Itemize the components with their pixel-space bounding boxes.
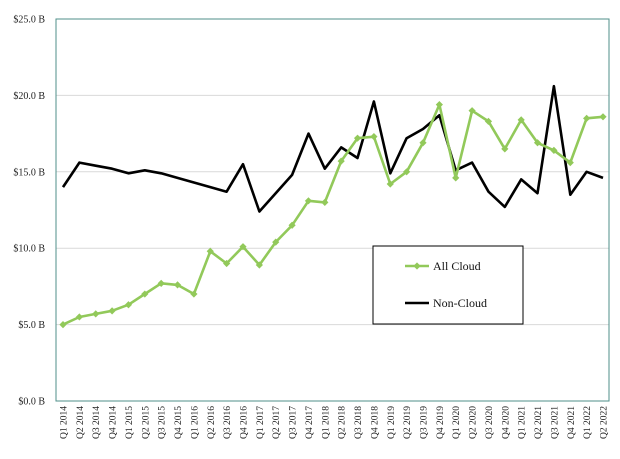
x-tick-label: Q3 2018: [354, 406, 364, 439]
x-tick-label: Q4 2014: [109, 406, 119, 439]
data-point: [566, 159, 574, 167]
x-tick-label: Q4 2016: [240, 406, 250, 439]
data-point: [239, 243, 247, 251]
data-point: [353, 134, 362, 142]
x-tick-label: Q1 2016: [190, 406, 200, 439]
x-tick-label: Q3 2015: [158, 406, 168, 439]
x-tick-label: Q2 2015: [141, 406, 151, 439]
x-tick-label: Q2 2021: [534, 406, 544, 439]
x-tick-label: Q3 2019: [420, 406, 430, 439]
x-tick-label: Q2 2016: [207, 406, 217, 439]
x-tick-label: Q4 2017: [305, 406, 315, 439]
plot-area: [55, 18, 610, 402]
x-tick-label: Q4 2015: [174, 406, 184, 439]
data-point: [108, 307, 116, 315]
data-point: [599, 113, 607, 121]
series-non-cloud: [61, 84, 604, 213]
legend: All Cloud Non-Cloud: [372, 245, 524, 325]
legend-label: All Cloud: [433, 259, 481, 273]
data-point: [304, 197, 313, 205]
data-point: [75, 313, 83, 321]
x-tick-label: Q1 2017: [256, 406, 266, 439]
legend-label: Non-Cloud: [433, 296, 487, 310]
x-tick-label: Q2 2020: [469, 406, 479, 439]
x-tick-label: Q2 2022: [600, 406, 610, 439]
data-point: [370, 133, 378, 141]
data-point: [550, 146, 558, 155]
y-tick-label: $0.0 B: [18, 397, 45, 408]
x-tick-label: Q4 2020: [501, 406, 511, 439]
data-point: [321, 198, 329, 206]
y-axis-ticks: $0.0 B $5.0 B $10.0 B $15.0 B $20.0 B $25.0 B: [13, 15, 45, 408]
x-tick-label: Q2 2018: [338, 406, 348, 439]
data-point: [583, 114, 591, 122]
data-point: [386, 180, 394, 188]
x-tick-label: Q4 2018: [370, 406, 380, 439]
y-tick-label: $20.0 B: [13, 91, 45, 102]
x-tick-label: Q3 2021: [550, 406, 560, 439]
data-point: [452, 174, 460, 182]
series-line: [61, 84, 604, 213]
data-point: [206, 247, 214, 255]
data-point: [484, 117, 493, 125]
legend-item: All Cloud: [405, 259, 481, 273]
x-tick-label: Q4 2021: [567, 406, 577, 439]
x-tick-label: Q1 2015: [125, 406, 135, 439]
x-tick-label: Q2 2014: [76, 406, 86, 439]
data-point: [419, 139, 427, 147]
x-tick-label: Q3 2017: [289, 406, 299, 439]
y-tick-label: $15.0 B: [13, 167, 45, 178]
data-point: [92, 310, 100, 318]
data-point: [124, 301, 133, 309]
data-point: [141, 290, 149, 298]
data-point: [272, 238, 280, 246]
x-tick-label: Q3 2020: [485, 406, 495, 439]
x-tick-label: Q4 2019: [436, 406, 446, 439]
data-point: [288, 221, 296, 229]
x-tick-label: Q1 2022: [583, 406, 593, 439]
data-point: [517, 116, 525, 124]
data-point: [501, 145, 509, 153]
series-all-cloud: [59, 100, 607, 329]
x-tick-label: Q1 2019: [387, 406, 397, 439]
x-tick-label: Q3 2014: [92, 406, 102, 439]
x-tick-label: Q2 2019: [403, 406, 413, 439]
legend-box: [372, 245, 524, 325]
data-point: [337, 157, 345, 165]
series-group: [59, 84, 607, 329]
data-point: [435, 100, 443, 109]
data-point: [59, 321, 67, 329]
x-tick-label: Q2 2017: [272, 406, 282, 439]
x-tick-label: Q3 2016: [223, 406, 233, 439]
series-line: [62, 103, 604, 326]
x-tick-label: Q1 2014: [60, 406, 70, 439]
data-point: [533, 139, 542, 147]
gridlines: [56, 94, 609, 326]
data-point: [223, 259, 231, 268]
x-tick-label: Q1 2018: [321, 406, 331, 439]
data-point: [190, 290, 198, 298]
legend-item: Non-Cloud: [405, 296, 487, 310]
data-point: [157, 279, 165, 287]
y-tick-label: $25.0 B: [13, 15, 45, 26]
x-tick-label: Q1 2021: [518, 406, 528, 439]
legend-marker: [413, 262, 421, 270]
y-tick-label: $10.0 B: [13, 244, 45, 255]
data-point: [468, 107, 476, 115]
data-point: [173, 281, 182, 289]
x-axis-ticks: Q1 2014 Q2 2014 Q3 2014 Q4 2014 Q1 2015 Q2 20…: [60, 406, 610, 439]
data-point: [403, 168, 411, 176]
data-point: [255, 261, 263, 269]
y-tick-label: $5.0 B: [18, 320, 45, 331]
x-tick-label: Q1 2020: [452, 406, 462, 439]
